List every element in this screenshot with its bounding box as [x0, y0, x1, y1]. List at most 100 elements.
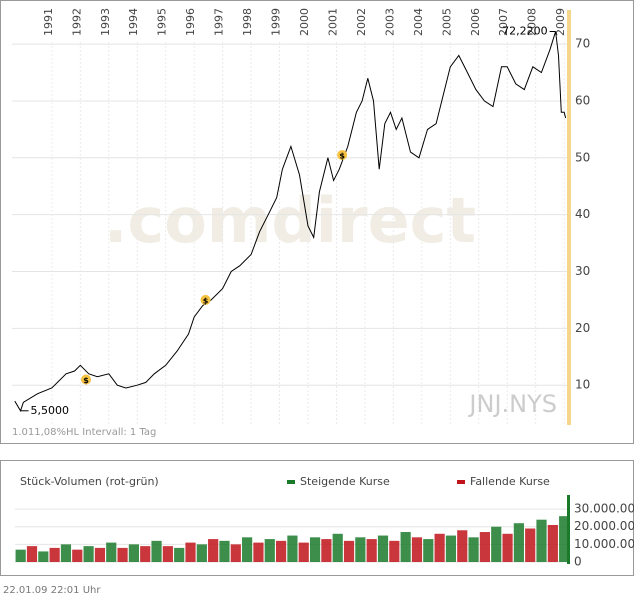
volume-bar — [219, 540, 230, 562]
x-tick-label: 1996 — [184, 8, 197, 36]
volume-bar — [309, 537, 321, 562]
volume-bar — [491, 526, 502, 562]
x-tick-label: 1992 — [70, 8, 83, 36]
timestamp: 22.01.09 22:01 Uhr — [3, 585, 101, 596]
y-tick-label: 10.000.000 — [574, 537, 634, 551]
legend-swatch — [457, 480, 465, 484]
volume-bar — [49, 547, 60, 562]
volume-bar — [38, 551, 49, 562]
volume-bar — [400, 532, 411, 562]
x-tick-label: 1993 — [99, 8, 112, 36]
volume-bar — [15, 549, 26, 562]
x-tick-label: 2006 — [469, 8, 482, 36]
volume-bar — [536, 519, 547, 562]
y-tick-label: 50 — [575, 150, 590, 164]
x-tick-label: 1998 — [241, 8, 254, 36]
current-marker — [567, 495, 570, 564]
volume-bar — [343, 540, 355, 562]
x-tick-label: 2000 — [298, 8, 311, 36]
volume-bar — [355, 537, 366, 562]
y-tick-label: 60 — [575, 93, 590, 107]
watermark: .comdirect — [104, 184, 476, 257]
event-marker — [200, 294, 211, 305]
y-tick-label: 10 — [575, 378, 590, 392]
legend-swatch — [287, 480, 295, 484]
volume-bar — [411, 537, 423, 562]
volume-bar — [72, 549, 83, 562]
annotation: 72,2200 — [502, 24, 548, 37]
volume-bar — [196, 544, 207, 562]
event-label: $ — [203, 296, 209, 305]
volume-bar — [468, 537, 479, 562]
y-tick-label: 30.000.000 — [574, 502, 634, 516]
x-tick-label: 1999 — [270, 8, 283, 36]
volume-bar — [423, 539, 434, 562]
volume-bar — [457, 530, 468, 562]
event-marker — [337, 149, 348, 160]
legend-label: Steigende Kurse — [300, 475, 390, 488]
x-tick-label: 2002 — [355, 8, 368, 36]
volume-bar — [174, 547, 185, 562]
event-marker — [81, 374, 91, 385]
volume-bar — [445, 535, 457, 562]
volume-bar — [26, 546, 38, 562]
y-tick-label: 30 — [575, 264, 590, 278]
y-tick-label: 40 — [575, 207, 590, 221]
x-tick-label: 2004 — [412, 8, 425, 36]
volume-bar — [287, 535, 298, 562]
y-tick-label: 70 — [575, 37, 590, 51]
volume-bar — [60, 544, 72, 562]
x-tick-label: 1994 — [127, 8, 140, 36]
volume-title: Stück-Volumen (rot-grün) — [20, 475, 159, 488]
volume-bar — [377, 535, 389, 562]
y-tick-label: 20.000.000 — [574, 519, 634, 533]
x-tick-label: 2009 — [554, 8, 567, 36]
x-tick-label: 1995 — [156, 8, 169, 36]
volume-bar — [389, 540, 400, 562]
current-marker — [567, 10, 571, 425]
event-label: $ — [83, 376, 89, 385]
volume-bar — [332, 533, 343, 562]
x-tick-label: 2003 — [383, 8, 396, 36]
volume-bar — [117, 547, 128, 562]
x-tick-label: 1991 — [42, 8, 55, 36]
chart-layer: .comdirect 10 20 30 40 50 60 70 1991 1992 1993 1994… — [12, 8, 634, 569]
volume-bar — [275, 540, 287, 562]
footnote: 1.011,08%HL Intervall: 1 Tag — [12, 427, 156, 438]
volume-bar — [513, 523, 524, 562]
legend-label: Fallende Kurse — [470, 475, 550, 488]
volume-bar — [298, 542, 309, 562]
volume-bar — [83, 546, 94, 562]
volume-bar — [242, 537, 253, 562]
price-panel — [0, 0, 634, 444]
volume-bar — [162, 546, 173, 562]
price-line — [14, 31, 567, 412]
y-tick-label: 0 — [574, 555, 582, 569]
symbol: JNJ.NYS — [467, 390, 557, 418]
x-tick-label: 2005 — [440, 8, 453, 36]
x-tick-label: 2008 — [526, 8, 539, 36]
volume-bar — [547, 524, 558, 562]
x-tick-label: 1997 — [213, 8, 226, 36]
volume-bar — [185, 542, 196, 562]
volume-bar — [366, 539, 377, 562]
x-tick-label: 2007 — [497, 8, 510, 36]
volume-bar — [502, 533, 513, 562]
volume-bar — [525, 528, 536, 562]
volume-bar — [434, 533, 445, 562]
volume-bar — [559, 516, 570, 562]
volume-bar — [264, 539, 275, 562]
volume-bar — [479, 532, 491, 562]
volume-bar — [151, 540, 162, 562]
volume-bar — [106, 542, 117, 562]
x-tick-label: 2001 — [326, 8, 339, 36]
volume-bar — [94, 547, 106, 562]
volume-bar — [230, 544, 241, 562]
volume-bar — [208, 539, 219, 562]
volume-bar — [253, 542, 264, 562]
volume-bar — [140, 546, 151, 562]
annotation: 5,5000 — [31, 404, 70, 417]
volume-bar — [321, 539, 332, 562]
event-label: $ — [339, 151, 345, 160]
